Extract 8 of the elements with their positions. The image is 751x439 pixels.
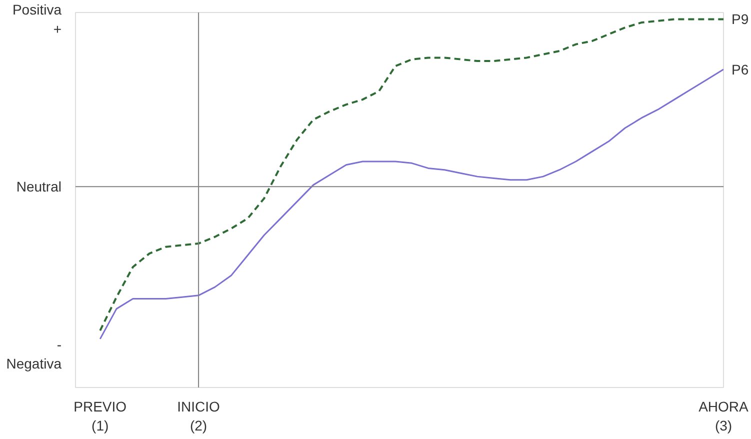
x-tick-label: AHORA (3) — [698, 398, 750, 434]
series-label: P6 — [732, 61, 749, 78]
x-tick-label: PREVIO (1) — [74, 398, 127, 434]
text: Neutral — [16, 178, 62, 195]
text: Positiva + — [12, 2, 62, 37]
x-tick-label: INICIO (2) — [177, 398, 220, 434]
text: - Negativa — [6, 336, 62, 372]
series-label: P9 — [732, 11, 749, 28]
